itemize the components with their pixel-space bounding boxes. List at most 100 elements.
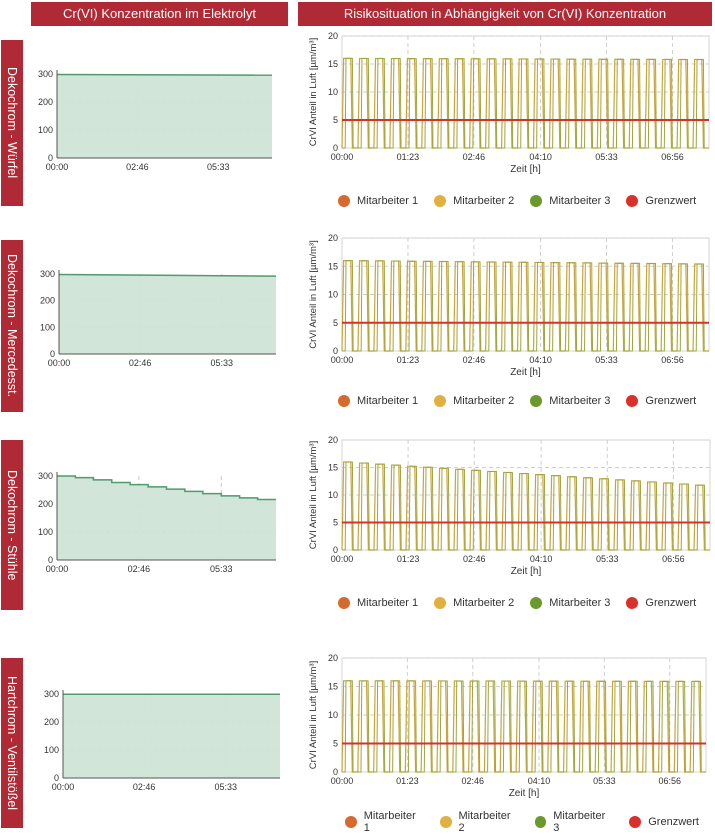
x-tick-label: 06:56 <box>662 554 685 564</box>
y-axis-title: CrVI Anteil in Luft [µm/m³] <box>308 38 319 146</box>
x-tick-label: 04:10 <box>530 554 553 564</box>
x-tick-label: 01:23 <box>396 776 419 786</box>
legend-item-mitarbeiter-3[interactable]: Mitarbeiter 3 <box>530 395 610 407</box>
x-tick-label: 01:23 <box>397 554 420 564</box>
mitarbeiter-series-line <box>342 680 702 773</box>
right-column-header: Risikosituation in Abhängigkeit von Cr(V… <box>298 2 712 26</box>
y-tick-label: 15 <box>328 463 338 473</box>
legend-marker-mitarbeiter-1 <box>345 816 357 828</box>
legend-item-mitarbeiter-2[interactable]: Mitarbeiter 2 <box>439 810 519 834</box>
y-tick-label: 300 <box>40 269 55 279</box>
y-tick-label: 10 <box>328 87 338 97</box>
y-tick-label: 10 <box>328 710 338 720</box>
legend-mercedesstern: Mitarbeiter 1 Mitarbeiter 2 Mitarbeiter … <box>338 391 712 411</box>
legend-item-mitarbeiter-3[interactable]: Mitarbeiter 3 <box>534 810 614 834</box>
x-tick-label: 05:33 <box>210 564 233 574</box>
y-tick-label: 0 <box>50 349 55 359</box>
legend-item-mitarbeiter-1[interactable]: Mitarbeiter 1 <box>345 810 424 834</box>
legend-marker-mitarbeiter-2 <box>434 597 447 609</box>
x-tick-label: 01:23 <box>397 152 420 162</box>
x-tick-label: 02:46 <box>126 162 149 172</box>
legend-item-grenzwert[interactable]: Grenzwert <box>629 816 699 828</box>
x-tick-label: 06:56 <box>661 355 684 365</box>
legend-marker-mitarbeiter-2 <box>434 395 447 407</box>
mitarbeiter-series-line <box>342 260 705 352</box>
legend-item-mitarbeiter-1[interactable]: Mitarbeiter 1 <box>338 195 418 207</box>
row-label-ventilstoessel: Hartchrom - Ventilstößel <box>1 658 23 828</box>
concentration-area <box>59 274 276 354</box>
x-tick-label: 00:00 <box>48 358 71 368</box>
area-chart-mercedesstern: 0 100 200 300 00:00 02:46 05:33 <box>40 269 277 368</box>
y-tick-label: 20 <box>328 435 338 445</box>
y-axis-title: CrVI Anteil in Luft [µm/m³] <box>308 661 319 769</box>
legend-item-mitarbeiter-1[interactable]: Mitarbeiter 1 <box>338 395 418 407</box>
line-chart-wuerfel: 0 5 10 15 20 00:00 01:23 02:46 04:10 05:33 06:56 Ze… <box>308 31 710 175</box>
y-tick-label: 200 <box>40 296 55 306</box>
area-chart-wuerfel: 0 100 200 300 00:00 02:46 05:33 <box>38 69 273 172</box>
x-tick-label: 04:10 <box>529 355 552 365</box>
concentration-area <box>63 694 280 778</box>
legend-marker-mitarbeiter-3 <box>530 395 543 407</box>
x-tick-label: 00:00 <box>331 152 354 162</box>
x-tick-label: 02:46 <box>129 358 152 368</box>
y-tick-label: 100 <box>40 322 55 332</box>
legend-marker-mitarbeiter-1 <box>338 597 350 609</box>
concentration-line <box>57 475 276 501</box>
legend-ventilstoessel: Mitarbeiter 1 Mitarbeiter 2 Mitarbeiter … <box>345 810 715 834</box>
y-tick-label: 0 <box>54 773 59 783</box>
y-axis-title: CrVI Anteil in Luft [µm/m³] <box>308 240 319 348</box>
x-tick-label: 00:00 <box>331 355 354 365</box>
legend-marker-mitarbeiter-1 <box>338 395 350 407</box>
y-tick-label: 200 <box>38 97 53 107</box>
row-label-mercedesstern: Dekochrom - Mercedesst. <box>1 240 23 412</box>
y-tick-label: 20 <box>328 233 338 243</box>
y-tick-label: 100 <box>44 745 59 755</box>
legend-wuerfel: Mitarbeiter 1 Mitarbeiter 2 Mitarbeiter … <box>338 191 712 211</box>
legend-marker-grenzwert <box>626 395 639 407</box>
row-label-wuerfel: Dekochrom - Würfel <box>1 40 23 206</box>
legend-item-grenzwert[interactable]: Grenzwert <box>626 395 696 407</box>
y-tick-label: 300 <box>38 69 53 79</box>
legend-item-mitarbeiter-1[interactable]: Mitarbeiter 1 <box>338 597 418 609</box>
x-tick-label: 00:00 <box>52 782 75 792</box>
area-chart-stuehle: 0 100 200 300 00:00 02:46 05:33 <box>38 471 276 574</box>
x-tick-label: 02:46 <box>462 776 485 786</box>
legend-item-mitarbeiter-2[interactable]: Mitarbeiter 2 <box>434 195 514 207</box>
concentration-line <box>56 73 273 76</box>
legend-marker-grenzwert <box>626 195 639 207</box>
x-tick-label: 02:46 <box>463 152 486 162</box>
y-tick-label: 10 <box>328 290 338 300</box>
x-tick-label: 05:33 <box>207 162 230 172</box>
x-tick-label: 00:00 <box>331 554 354 564</box>
area-chart-ventilstoessel: 0 100 200 300 00:00 02:46 05:33 <box>44 689 280 792</box>
y-tick-label: 15 <box>328 261 338 271</box>
y-tick-label: 0 <box>333 545 338 555</box>
legend-item-mitarbeiter-3[interactable]: Mitarbeiter 3 <box>530 195 610 207</box>
mitarbeiter-series-line <box>342 461 706 551</box>
x-tick-label: 05:33 <box>595 152 618 162</box>
y-tick-label: 15 <box>328 59 338 69</box>
y-tick-label: 0 <box>333 767 338 777</box>
y-tick-label: 0 <box>333 143 338 153</box>
y-tick-label: 200 <box>38 499 53 509</box>
legend-marker-grenzwert <box>629 816 642 828</box>
legend-item-mitarbeiter-2[interactable]: Mitarbeiter 2 <box>434 597 514 609</box>
concentration-line <box>58 273 277 277</box>
y-tick-label: 100 <box>38 527 53 537</box>
legend-item-grenzwert[interactable]: Grenzwert <box>626 195 696 207</box>
legend-marker-mitarbeiter-3 <box>534 816 547 828</box>
legend-marker-mitarbeiter-3 <box>530 195 543 207</box>
x-tick-label: 00:00 <box>46 162 69 172</box>
x-tick-label: 02:46 <box>133 782 156 792</box>
y-tick-label: 20 <box>328 31 338 41</box>
legend-item-mitarbeiter-2[interactable]: Mitarbeiter 2 <box>434 395 514 407</box>
legend-item-mitarbeiter-3[interactable]: Mitarbeiter 3 <box>530 597 610 609</box>
x-axis-title: Zeit [h] <box>511 566 542 577</box>
left-column-header: Cr(VI) Konzentration im Elektrolyt <box>31 2 288 26</box>
line-chart-stuehle: 0 5 10 15 20 00:00 01:23 02:46 04:10 05:33 06:56 Ze… <box>308 435 711 577</box>
x-tick-label: 02:46 <box>463 554 486 564</box>
legend-item-grenzwert[interactable]: Grenzwert <box>626 597 696 609</box>
line-chart-ventilstoessel: 0 5 10 15 20 00:00 01:23 02:46 04:10 05:33 06:56 Ze… <box>308 653 707 799</box>
y-tick-label: 5 <box>333 518 338 528</box>
x-tick-label: 02:46 <box>463 355 486 365</box>
